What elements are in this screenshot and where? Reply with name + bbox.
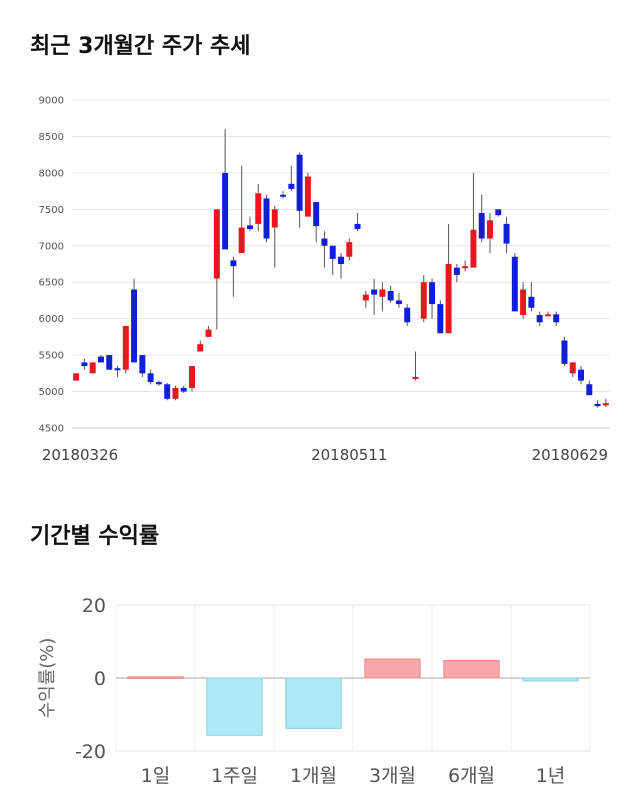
candle-body	[578, 369, 585, 381]
y-tick-label: 7500	[39, 205, 64, 216]
candle-body	[164, 384, 171, 399]
candle-body	[371, 289, 378, 295]
y-tick-label: 7000	[39, 241, 64, 252]
candle-body	[81, 362, 88, 367]
candle-body	[189, 366, 195, 388]
return-bar	[285, 677, 342, 729]
candle-body	[379, 289, 386, 297]
candle-body	[89, 362, 96, 374]
candle-body	[586, 384, 593, 396]
candle-body	[420, 282, 427, 319]
y-tick-label: 8500	[39, 132, 64, 143]
candle-body	[280, 194, 287, 197]
candle-body	[470, 229, 477, 268]
candle-body	[263, 198, 270, 239]
candle-body	[139, 355, 146, 374]
price-trend-title: 최근 3개월간 주가 추세	[30, 34, 251, 59]
candle-body	[511, 256, 518, 312]
candle-body	[213, 209, 220, 279]
candle-body	[155, 382, 162, 385]
candle-body	[429, 282, 436, 305]
candle-body	[594, 403, 601, 407]
candle-body	[478, 212, 485, 239]
y-tick-label: 5500	[39, 351, 64, 362]
x-tick-label: 20180511	[311, 446, 387, 464]
y-tick-label: 0	[94, 668, 106, 690]
x-tick-label: 20180629	[532, 446, 608, 464]
candle-body	[180, 387, 187, 392]
return-bar	[206, 677, 263, 736]
candle-body	[437, 304, 444, 334]
candle-body	[205, 329, 212, 337]
return-bar	[522, 677, 579, 682]
y-tick-label: 6500	[39, 278, 64, 289]
candle-body	[404, 307, 411, 323]
category-label: 6개월	[448, 765, 495, 787]
candle-body	[495, 209, 502, 216]
x-tick-label: 20180326	[42, 446, 118, 464]
return-bar	[364, 658, 421, 679]
return-bar	[443, 659, 500, 679]
candle-body	[528, 296, 535, 308]
returns-title: 기간별 수익률	[30, 524, 160, 549]
candle-body	[288, 183, 295, 189]
y-tick-label: 8000	[39, 168, 64, 179]
y-tick-label: 9000	[39, 96, 64, 107]
category-label: 1주일	[211, 765, 258, 787]
category-label: 1일	[141, 765, 171, 787]
y-tick-label: 20	[82, 595, 106, 617]
candle-body	[131, 289, 138, 363]
candle-body	[304, 176, 311, 217]
y-tick-label: 6000	[39, 314, 64, 325]
candle-body	[296, 154, 303, 211]
candle-body	[520, 289, 527, 316]
candle-body	[238, 227, 245, 254]
candle-body	[114, 368, 121, 371]
candle-body	[271, 209, 278, 228]
candle-body	[172, 387, 179, 399]
candle-body	[453, 267, 460, 275]
candle-body	[338, 256, 344, 264]
candle-body	[462, 266, 469, 269]
candle-body	[122, 325, 129, 370]
candle-body	[387, 290, 394, 301]
candle-body	[329, 245, 336, 259]
category-label: 1개월	[290, 765, 337, 787]
candle-body	[395, 300, 402, 305]
candle-body	[230, 260, 237, 267]
candlestick-chart: 4500 5000 5500 6000 6500 7000 7500 8000 8500 9000…	[39, 96, 610, 464]
returns-bar-chart: -20 0 20 1일 1주일 1개월 3개월 6개월 1년 수익률(%)	[37, 595, 591, 787]
y-axis-label: 수익률(%)	[37, 638, 58, 719]
candle-body	[354, 223, 361, 230]
candle-body	[197, 344, 204, 352]
candle-body	[97, 356, 104, 363]
candle-body	[313, 202, 320, 227]
candle-body	[147, 373, 154, 383]
candle-body	[536, 315, 543, 323]
candle-body	[346, 242, 353, 257]
candle-body	[544, 314, 551, 317]
category-label: 1년	[536, 765, 566, 787]
candle-body	[73, 373, 80, 381]
candle-body	[412, 376, 419, 379]
candle-body	[569, 362, 576, 374]
candle-body	[445, 264, 452, 334]
y-tick-label: 5000	[39, 387, 64, 398]
candle-body	[503, 223, 510, 244]
candle-body	[246, 225, 253, 230]
return-bar	[127, 676, 184, 679]
candle-body	[553, 314, 560, 323]
candle-body	[321, 238, 328, 246]
candle-body	[602, 403, 609, 406]
candle-body	[362, 294, 369, 301]
y-tick-label: -20	[75, 741, 106, 763]
candle-body	[561, 340, 568, 364]
candle-body	[487, 220, 493, 239]
candle-body	[106, 355, 113, 370]
category-label: 3개월	[369, 765, 416, 787]
y-tick-label: 4500	[39, 424, 64, 435]
candle-body	[255, 193, 262, 224]
candle-body	[222, 172, 229, 250]
